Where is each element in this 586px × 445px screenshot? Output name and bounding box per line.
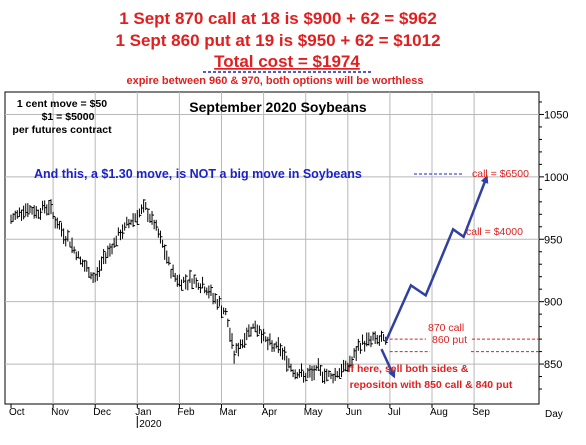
reference-lines: [389, 338, 539, 353]
grid: [5, 92, 539, 404]
info-line-2: $1 = $5000: [42, 111, 95, 123]
x-tick-label: Mar: [220, 407, 238, 418]
label-call-4000: call = $4000: [466, 226, 523, 238]
plot-frame: [4, 91, 540, 405]
header-total-cost: Total cost = $1974: [214, 52, 360, 71]
x-tick-label: Oct: [9, 407, 25, 418]
projection: [380, 175, 489, 379]
price-bars: [10, 199, 388, 384]
label-if-here-2: repositon with 850 call & 840 put: [350, 379, 513, 391]
label-if-here-1: if here, sell both sides &: [348, 363, 469, 375]
x-tick-label: Apr: [262, 407, 278, 418]
x-tick-label: Jun: [346, 407, 362, 418]
label-call-6500: call = $6500: [472, 168, 529, 180]
x-tick-label: Jan: [135, 407, 151, 418]
annotation-not-big-move: And this, a $1.30 move, is NOT a big mov…: [34, 167, 362, 181]
down-arrow: [380, 348, 396, 379]
label-860-put: 860 put: [432, 334, 467, 346]
x-tick-label-day: Day: [545, 409, 563, 420]
y-axis: 850 900 950 1000 1050: [539, 101, 568, 390]
header-line-1: 1 Sept 870 call at 18 is $900 + 62 = $96…: [119, 9, 437, 28]
x-tick-label: Dec: [93, 407, 111, 418]
x-tick-label: May: [304, 407, 323, 418]
x-year-label: 2020: [139, 419, 162, 430]
y-tick-label: 900: [544, 297, 562, 309]
header-line-2: 1 Sept 860 put at 19 is $950 + 62 = $101…: [115, 31, 440, 50]
x-tick-label: Feb: [177, 407, 195, 418]
info-line-1: 1 cent move = $50: [17, 98, 107, 110]
y-tick-label: 950: [544, 234, 562, 246]
label-870-call: 870 call: [428, 322, 464, 334]
x-axis: Oct Nov Dec Jan Feb Mar Apr May Jun Jul Aug Sep Day 2…: [9, 404, 563, 430]
projection-arrow: [384, 175, 489, 343]
chart-title: September 2020 Soybeans: [189, 99, 367, 115]
x-tick-label: Nov: [51, 407, 69, 418]
x-tick-label: Jul: [388, 407, 401, 418]
y-tick-label: 1000: [544, 172, 568, 184]
y-tick-label: 1050: [544, 109, 568, 121]
header-note: expire between 960 & 970, both options w…: [126, 75, 423, 87]
info-line-3: per futures contract: [12, 124, 112, 136]
y-tick-label: 850: [544, 359, 562, 371]
x-tick-label: Sep: [472, 407, 490, 418]
x-tick-label: Aug: [430, 407, 448, 418]
